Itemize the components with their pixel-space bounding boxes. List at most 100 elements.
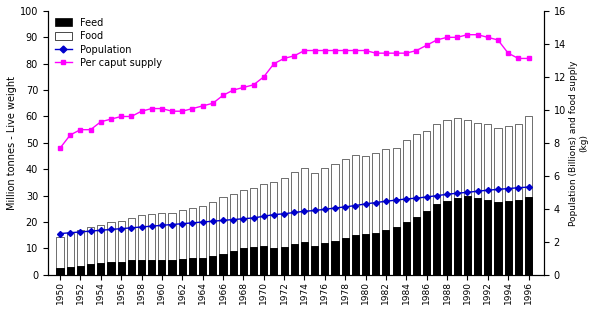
Bar — [280, 247, 287, 275]
Bar — [423, 211, 430, 275]
Bar — [128, 260, 135, 275]
Legend: Feed, Food, Population, Per caput supply: Feed, Food, Population, Per caput supply — [53, 16, 164, 70]
Bar — [372, 233, 379, 275]
Bar — [118, 221, 125, 275]
Per caput supply — [494, 38, 502, 42]
Bar — [280, 247, 287, 275]
Bar — [393, 227, 400, 275]
Population — [270, 213, 277, 216]
Per caput supply — [138, 109, 145, 113]
Bar — [342, 238, 349, 275]
Per caput supply — [301, 49, 308, 52]
Per caput supply — [464, 33, 471, 37]
Bar — [291, 172, 298, 275]
Line: Per caput supply: Per caput supply — [58, 33, 531, 150]
Per caput supply — [230, 88, 237, 92]
Bar — [423, 211, 430, 275]
Population — [423, 195, 430, 199]
Bar — [372, 233, 379, 275]
Y-axis label: Million tonnes - Live weight: Million tonnes - Live weight — [7, 76, 17, 210]
Population — [372, 201, 380, 204]
Bar — [77, 230, 84, 275]
Bar — [209, 202, 217, 275]
Bar — [260, 246, 267, 275]
Bar — [270, 183, 277, 275]
Bar — [107, 262, 114, 275]
Bar — [484, 200, 491, 275]
Line: Population: Population — [58, 185, 531, 236]
Population — [128, 226, 135, 230]
Per caput supply — [393, 51, 400, 55]
Per caput supply — [67, 133, 74, 137]
Population — [331, 206, 339, 210]
Bar — [433, 124, 440, 275]
Bar — [301, 242, 308, 275]
Bar — [443, 201, 450, 275]
Bar — [230, 251, 237, 275]
Per caput supply — [158, 107, 165, 110]
Bar — [178, 210, 186, 275]
Bar — [118, 262, 125, 275]
Bar — [383, 230, 390, 275]
Bar — [505, 201, 512, 275]
Population — [413, 196, 420, 200]
Bar — [240, 248, 247, 275]
Bar — [525, 197, 532, 275]
Bar — [138, 260, 145, 275]
Population — [433, 194, 440, 197]
Bar — [168, 260, 176, 275]
Bar — [505, 126, 512, 275]
Population — [342, 205, 349, 209]
Population — [403, 197, 410, 201]
Bar — [474, 198, 481, 275]
Population — [362, 202, 369, 206]
Per caput supply — [199, 104, 206, 108]
Population — [321, 207, 328, 211]
Population — [464, 190, 471, 194]
Bar — [291, 244, 298, 275]
Bar — [474, 123, 481, 275]
Per caput supply — [362, 49, 369, 52]
Bar — [230, 194, 237, 275]
Bar — [484, 200, 491, 275]
Bar — [138, 216, 145, 275]
Bar — [158, 213, 165, 275]
Bar — [352, 155, 359, 275]
Bar — [158, 260, 165, 275]
Bar — [453, 118, 461, 275]
Bar — [57, 268, 64, 275]
Per caput supply — [515, 57, 522, 60]
Bar — [87, 264, 94, 275]
Bar — [331, 164, 339, 275]
Per caput supply — [352, 49, 359, 52]
Population — [301, 209, 308, 213]
Bar — [148, 214, 155, 275]
Per caput supply — [331, 49, 339, 52]
Population — [453, 191, 461, 195]
Per caput supply — [311, 49, 318, 52]
Bar — [178, 259, 186, 275]
Bar — [403, 140, 410, 275]
Bar — [453, 198, 461, 275]
Per caput supply — [383, 51, 390, 55]
Bar — [383, 230, 390, 275]
Population — [87, 229, 94, 233]
Bar — [250, 247, 257, 275]
Bar — [453, 198, 461, 275]
Bar — [321, 168, 328, 275]
Bar — [128, 260, 135, 275]
Population — [443, 193, 450, 196]
Bar — [525, 197, 532, 275]
Bar — [240, 190, 247, 275]
Bar — [464, 120, 471, 275]
Bar — [372, 153, 379, 275]
Per caput supply — [433, 38, 440, 42]
Per caput supply — [250, 83, 257, 87]
Bar — [128, 218, 135, 275]
Per caput supply — [57, 146, 64, 150]
Bar — [393, 227, 400, 275]
Per caput supply — [525, 57, 532, 60]
Per caput supply — [474, 33, 481, 37]
Bar — [494, 128, 502, 275]
Bar — [505, 201, 512, 275]
